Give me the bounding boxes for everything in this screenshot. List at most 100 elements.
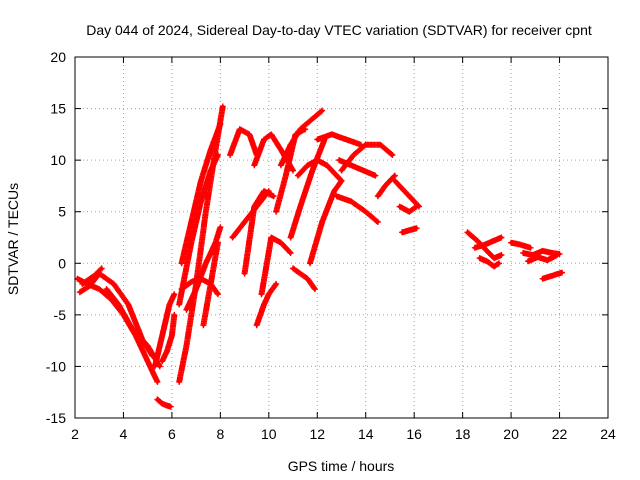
data-point xyxy=(252,163,256,167)
y-axis-label: SDTVAR / TECUs xyxy=(5,183,21,295)
data-point xyxy=(560,270,564,275)
data-point xyxy=(289,251,293,255)
data-point xyxy=(298,127,302,131)
x-tick-label: 10 xyxy=(261,426,277,442)
data-point xyxy=(349,163,353,167)
data-point xyxy=(238,127,242,131)
data-point xyxy=(267,292,271,296)
data-point xyxy=(383,184,387,188)
data-point xyxy=(167,302,172,307)
data-point xyxy=(415,226,419,230)
series-track-14 xyxy=(227,126,260,158)
data-point xyxy=(80,282,84,286)
data-point xyxy=(305,277,310,281)
series-track-18 xyxy=(258,234,294,298)
data-point xyxy=(540,249,545,253)
data-point xyxy=(555,253,559,257)
data-point xyxy=(153,364,157,369)
data-marks xyxy=(74,103,565,410)
data-point xyxy=(415,204,419,209)
data-point xyxy=(160,359,164,363)
data-point xyxy=(213,148,218,152)
data-point xyxy=(155,380,159,384)
data-point xyxy=(272,194,276,198)
series-marks xyxy=(227,126,260,158)
data-point xyxy=(364,210,368,214)
data-point xyxy=(339,179,344,183)
data-point xyxy=(352,153,356,157)
data-point xyxy=(262,137,266,142)
data-point xyxy=(269,132,273,136)
data-point xyxy=(104,287,109,291)
series-track-38 xyxy=(520,247,563,258)
data-point xyxy=(550,274,554,278)
data-point xyxy=(339,168,344,173)
data-point xyxy=(540,277,545,281)
data-point xyxy=(255,323,259,327)
series-track-33 xyxy=(399,225,420,236)
y-tick-label: 15 xyxy=(50,101,66,117)
data-point xyxy=(259,292,264,296)
data-point xyxy=(526,259,530,263)
series-track-27 xyxy=(333,193,381,225)
data-point xyxy=(78,290,82,294)
data-point xyxy=(289,143,293,147)
data-point xyxy=(298,272,302,276)
series-track-39 xyxy=(525,252,561,265)
data-point xyxy=(402,189,407,193)
series-marks xyxy=(294,157,345,184)
data-point xyxy=(492,256,496,260)
data-point xyxy=(131,328,135,332)
series-track-16 xyxy=(241,188,277,277)
data-point xyxy=(274,210,278,214)
data-point xyxy=(332,189,336,193)
data-point xyxy=(550,251,554,255)
data-point xyxy=(291,168,295,173)
data-point xyxy=(112,282,116,286)
series-track-6 xyxy=(151,291,178,370)
plot-border xyxy=(74,56,609,419)
data-point xyxy=(473,246,477,250)
data-point xyxy=(407,228,411,232)
data-point xyxy=(492,264,496,268)
data-point xyxy=(378,143,382,147)
y-tick-label: -15 xyxy=(46,410,66,426)
data-point xyxy=(528,246,533,250)
data-point xyxy=(296,174,300,178)
series-track-24 xyxy=(294,157,345,184)
data-point xyxy=(412,199,416,203)
series-track-21 xyxy=(277,107,326,169)
x-tick-label: 4 xyxy=(120,426,128,442)
data-point xyxy=(499,235,503,240)
x-tick-label: 14 xyxy=(358,426,374,442)
data-point xyxy=(262,189,266,193)
data-point xyxy=(330,132,334,136)
data-point xyxy=(499,253,503,257)
data-point xyxy=(170,333,174,338)
data-point xyxy=(218,122,222,126)
data-point xyxy=(230,235,235,240)
series-track-40 xyxy=(539,269,565,282)
series-marks xyxy=(333,193,381,225)
series-marks xyxy=(253,280,280,329)
data-point xyxy=(216,241,220,245)
data-point xyxy=(201,323,206,327)
x-tick-label: 22 xyxy=(552,426,568,442)
data-point xyxy=(291,266,295,271)
series-track-10 xyxy=(176,152,221,308)
data-point xyxy=(155,397,159,402)
data-point xyxy=(221,104,225,109)
data-point xyxy=(477,256,482,260)
data-point xyxy=(160,401,164,406)
y-tick-label: -10 xyxy=(46,358,66,374)
data-point xyxy=(262,302,266,307)
data-point xyxy=(519,243,523,247)
series-marks xyxy=(338,141,396,174)
series-track-25 xyxy=(307,177,345,267)
data-point xyxy=(172,313,176,317)
series-track-29 xyxy=(338,141,396,174)
data-point xyxy=(242,272,247,276)
data-point xyxy=(390,153,394,157)
data-point xyxy=(400,230,404,234)
data-point xyxy=(289,235,293,240)
